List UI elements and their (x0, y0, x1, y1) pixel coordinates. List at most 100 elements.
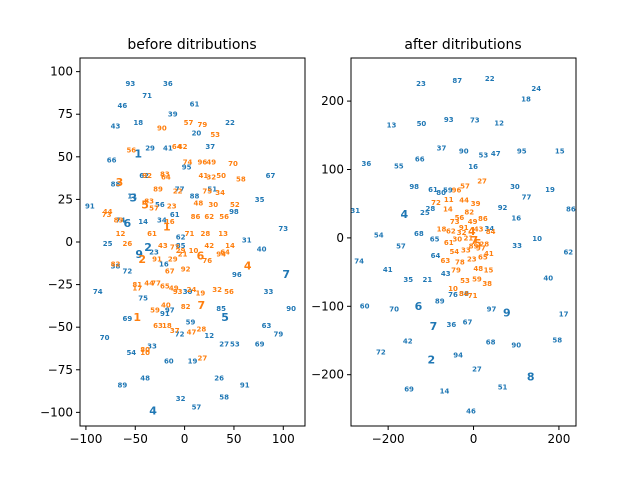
right-chart-title: after ditributions (404, 37, 521, 53)
x-tick-label: 100 (272, 432, 295, 446)
scatter-point-label: 81 (132, 281, 142, 289)
scatter-point-label: 90 (286, 305, 296, 313)
scatter-point-label: 73 (278, 225, 288, 233)
scatter-point-label: 51 (498, 383, 508, 391)
scatter-point-label: 71 (185, 230, 195, 238)
scatter-point-label: 30 (208, 201, 218, 209)
scatter-point-label: 62 (204, 213, 214, 221)
scatter-point-label: 10 (532, 235, 542, 243)
scatter-point-label: 18 (162, 322, 172, 330)
scatter-point-label: 6 (415, 300, 423, 313)
scatter-point-label: 23 (167, 203, 177, 211)
scatter-point-label: 1 (133, 311, 141, 324)
scatter-point-label: 94 (453, 351, 463, 359)
scatter-point-label: 53 (478, 152, 488, 160)
scatter-point-label: 57 (192, 404, 202, 412)
scatter-point-label: 73 (450, 218, 460, 226)
scatter-point-label: 43 (441, 270, 451, 278)
scatter-point-label: 30 (183, 288, 193, 296)
scatter-point-label: 68 (414, 230, 424, 238)
scatter-point-label: 78 (455, 258, 465, 266)
scatter-point-label: 54 (374, 232, 384, 240)
y-tick-label: −50 (48, 320, 73, 334)
scatter-point-label: 72 (376, 349, 386, 357)
scatter-point-label: 30 (452, 236, 462, 244)
x-tick-label: −100 (69, 432, 102, 446)
scatter-point-label: 58 (236, 175, 246, 183)
scatter-point-label: 42 (178, 143, 188, 151)
scatter-point-label: 91 (85, 203, 95, 211)
scatter-point-label: 43 (474, 225, 484, 233)
scatter-point-label: 43 (158, 242, 168, 250)
x-tick-label: 0 (470, 432, 478, 446)
scatter-point-label: 59 (186, 319, 196, 327)
scatter-point-label: 4 (244, 260, 252, 273)
scatter-point-label: 53 (460, 277, 470, 285)
scatter-point-label: 38 (482, 280, 492, 288)
scatter-point-label: 58 (552, 336, 562, 344)
scatter-point-label: 97 (487, 305, 497, 313)
scatter-point-label: 18 (437, 225, 447, 233)
scatter-point-label: 54 (449, 248, 459, 256)
scatter-point-label: 36 (446, 321, 456, 329)
scatter-point-label: 16 (159, 261, 169, 269)
scatter-point-label: 80 (140, 346, 150, 354)
scatter-point-label: 27 (477, 178, 487, 186)
scatter-point-label: 42 (204, 242, 214, 250)
scatter-point-label: 31 (350, 207, 360, 215)
scatter-point-label: 32 (206, 174, 216, 182)
scatter-point-label: 41 (198, 172, 208, 180)
scatter-point-label: 7 (282, 268, 290, 281)
scatter-point-label: 15 (484, 266, 494, 274)
scatter-point-label: 14 (225, 242, 235, 250)
scatter-point-label: 49 (206, 158, 216, 166)
scatter-point-label: 96 (452, 186, 462, 194)
scatter-point-label: 56 (219, 213, 229, 221)
y-tick-label: 0 (336, 231, 344, 245)
scatter-point-label: 16 (511, 215, 521, 223)
scatter-point-label: 12 (116, 230, 126, 238)
scatter-point-label: 67 (165, 267, 175, 275)
scatter-point-label: 44 (144, 279, 154, 287)
scatter-point-label: 72 (175, 330, 185, 338)
scatter-point-label: 66 (415, 156, 425, 164)
scatter-point-label: 34 (215, 189, 225, 197)
scatter-point-label: 27 (472, 366, 482, 374)
scatter-point-label: 70 (100, 334, 110, 342)
scatter-point-label: 26 (214, 375, 224, 383)
x-tick-label: −200 (372, 432, 405, 446)
scatter-point-label: 48 (140, 375, 150, 383)
scatter-point-label: 74 (354, 258, 364, 266)
scatter-point-label: 10 (140, 349, 150, 357)
scatter-point-label: 97 (476, 245, 486, 253)
scatter-point-label: 47 (491, 150, 501, 158)
scatter-point-label: 7 (471, 234, 479, 247)
scatter-point-label: 4 (468, 225, 476, 238)
scatter-point-label: 44 (103, 208, 113, 216)
scatter-point-label: 73 (470, 117, 480, 125)
scatter-point-label: 72 (122, 267, 132, 275)
scatter-point-label: 89 (469, 243, 479, 251)
scatter-point-label: 27 (197, 354, 207, 362)
scatter-point-label: 76 (202, 257, 212, 265)
x-tick-label: 0 (181, 432, 189, 446)
scatter-point-label: 16 (165, 218, 175, 226)
scatter-point-label: 60 (164, 358, 174, 366)
scatter-point-label: 49 (468, 218, 478, 226)
scatter-point-label: 17 (559, 310, 569, 318)
scatter-point-label: 90 (511, 342, 521, 350)
scatter-point-label: 90 (459, 147, 469, 155)
scatter-point-label: 28 (200, 230, 210, 238)
scatter-point-label: 95 (182, 163, 192, 171)
scatter-point-label: 16 (468, 163, 478, 171)
scatter-point-label: 67 (266, 172, 276, 180)
y-tick-label: 50 (58, 150, 73, 164)
scatter-point-label: 79 (197, 121, 207, 129)
y-tick-label: −100 (40, 405, 73, 419)
scatter-point-label: 19 (545, 186, 555, 194)
scatter-point-label: 54 (126, 349, 136, 357)
scatter-point-label: 22 (173, 187, 183, 195)
scatter-point-label: 18 (521, 95, 531, 103)
scatter-point-label: 9 (135, 248, 143, 261)
scatter-point-label: 75 (138, 295, 148, 303)
